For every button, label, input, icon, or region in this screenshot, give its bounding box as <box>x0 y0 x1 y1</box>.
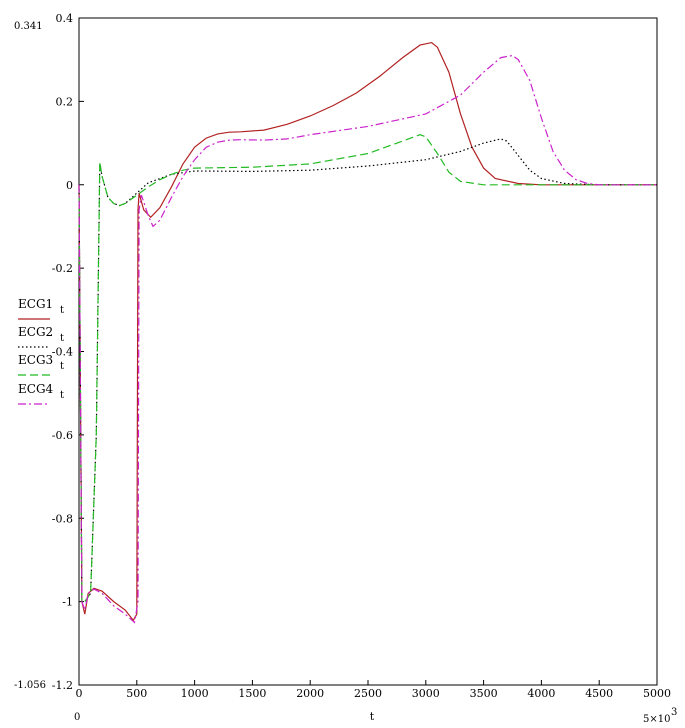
legend-subscript: t <box>60 333 64 344</box>
x-tick-label: 1000 <box>181 687 209 700</box>
series-lines <box>78 41 657 624</box>
series-line-ecg2 <box>78 138 657 603</box>
y-tick-label: -0.4 <box>52 346 73 359</box>
x-tick-label: 1500 <box>238 687 266 700</box>
y-axis-ticks: 0.4 0.2 0 -0.2 -0.4 -0.6 -0.8 -1 -1.2 <box>52 12 84 692</box>
x-tick-label: 3500 <box>470 687 498 700</box>
y-tick-label: -0.8 <box>52 512 73 525</box>
y-tick-label: -0.2 <box>52 262 73 275</box>
x-tick-label: 5000 <box>643 687 671 700</box>
legend-label-ecg2: ECG2 <box>18 325 53 339</box>
x-tick-label: 2000 <box>296 687 324 700</box>
legend-subscript: t <box>60 305 64 316</box>
x-max-exponent: 3 <box>671 707 677 718</box>
x-tick-label: 4500 <box>585 687 613 700</box>
x-axis-ticks: 0 500 1000 1500 2000 2500 3000 3500 4000 4500 5000 <box>76 680 671 700</box>
legend-label-ecg1: ECG1 <box>18 297 53 311</box>
y-tick-label: 0.2 <box>56 95 74 108</box>
x-max-annotation: 5×10 <box>643 714 670 725</box>
legend-label-ecg3: ECG3 <box>18 353 53 367</box>
x-tick-label: 3000 <box>412 687 440 700</box>
series-line-ecg4 <box>78 54 657 624</box>
series-line-ecg3 <box>78 134 657 603</box>
y-tick-label: 0.4 <box>56 12 74 25</box>
x-axis-label: t <box>370 710 375 723</box>
y-tick-label: -1 <box>62 596 73 609</box>
x-tick-label: 2500 <box>354 687 382 700</box>
y-tick-label: 0 <box>66 179 73 192</box>
x-tick-label: 4000 <box>527 687 555 700</box>
y-min-annotation: -1.056 <box>14 680 46 691</box>
legend-subscript: t <box>60 390 64 401</box>
x-tick-label: 500 <box>126 687 147 700</box>
y-tick-label: -1.2 <box>52 679 73 692</box>
series-line-ecg1 <box>78 41 657 622</box>
legend-subscript: t <box>60 361 64 372</box>
legend-label-ecg4: ECG4 <box>18 382 54 396</box>
y-tick-label: -0.6 <box>52 429 73 442</box>
legend: ECG1 t ECG2 t ECG3 t ECG4 t <box>18 297 64 405</box>
y-max-annotation: 0.341 <box>14 21 43 32</box>
plot-frame <box>78 17 658 686</box>
x-tick-label: 0 <box>76 687 83 700</box>
x-min-annotation: 0 <box>74 712 80 723</box>
